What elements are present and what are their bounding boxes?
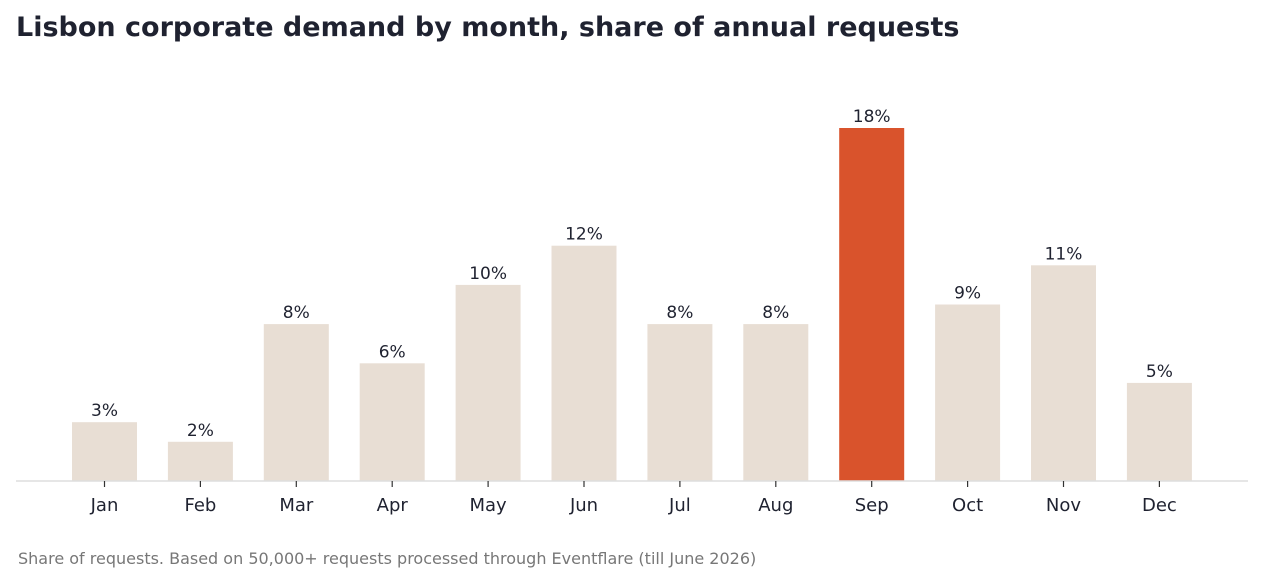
value-label-jun: 12% — [565, 225, 603, 245]
x-tick-label-mar: Mar — [279, 495, 314, 516]
value-label-nov: 11% — [1045, 244, 1083, 264]
value-label-apr: 6% — [379, 342, 406, 362]
x-tick-label-aug: Aug — [758, 495, 793, 516]
x-tick-label-jul: Jul — [668, 495, 691, 516]
value-label-aug: 8% — [762, 303, 789, 323]
x-tick-label-jan: Jan — [90, 495, 119, 516]
bar-may — [455, 284, 521, 481]
x-tick-label-apr: Apr — [377, 495, 409, 516]
value-label-oct: 9% — [954, 284, 981, 304]
bar-feb — [167, 441, 233, 481]
bar-apr — [359, 363, 425, 481]
x-tick-label-nov: Nov — [1046, 495, 1081, 516]
value-label-feb: 2% — [187, 421, 214, 441]
value-label-sep: 18% — [853, 107, 891, 127]
chart-title: Lisbon corporate demand by month, share … — [16, 12, 960, 43]
value-label-jul: 8% — [666, 303, 693, 323]
value-label-jan: 3% — [91, 401, 118, 421]
bar-sep — [839, 128, 905, 481]
bar-jun — [551, 245, 617, 481]
bar-oct — [935, 304, 1001, 481]
x-tick-label-sep: Sep — [855, 495, 889, 516]
bar-aug — [743, 324, 809, 481]
bar-mar — [263, 324, 329, 481]
x-tick-label-jun: Jun — [569, 495, 598, 516]
bar-nov — [1031, 265, 1096, 481]
bar-jul — [647, 324, 713, 481]
x-axis-ticks: Jan Feb Mar Apr May Jun Jul Aug Sep Oct Nov Dec — [90, 481, 1177, 516]
value-labels: 3% 2% 8% 6% 10% 12% 8% 8% 18% 9% 11% 5% — [91, 107, 1173, 441]
x-tick-label-oct: Oct — [952, 495, 983, 516]
x-tick-label-feb: Feb — [184, 495, 216, 516]
value-label-dec: 5% — [1146, 362, 1173, 382]
value-label-may: 10% — [469, 264, 507, 284]
bar-dec — [1126, 382, 1192, 481]
chart-footnote: Share of requests. Based on 50,000+ requ… — [18, 549, 757, 568]
x-tick-label-may: May — [469, 495, 507, 516]
x-tick-label-dec: Dec — [1142, 495, 1177, 516]
bar-jan — [72, 422, 137, 481]
bars-layer — [72, 128, 1192, 481]
value-label-mar: 8% — [283, 303, 310, 323]
